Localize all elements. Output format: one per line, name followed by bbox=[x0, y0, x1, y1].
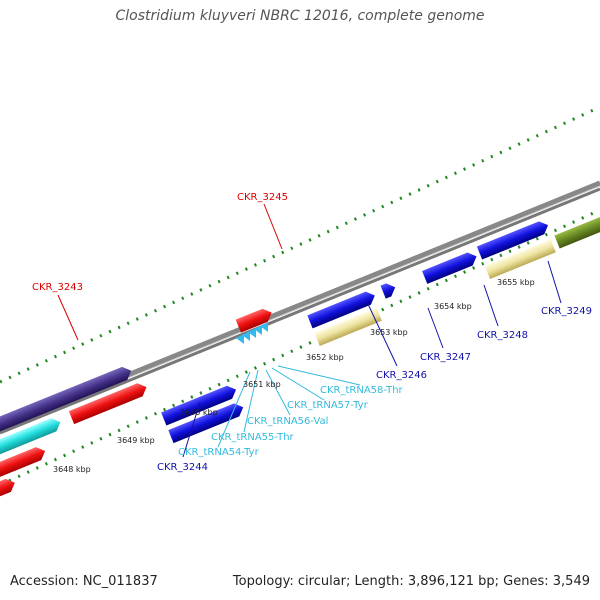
gene-blue-ckr3244b[interactable] bbox=[168, 401, 246, 444]
gene-blue-ckr3248[interactable] bbox=[422, 250, 479, 284]
accession-label: Accession: NC_011837 bbox=[10, 574, 158, 589]
gene-label-trna54[interactable]: CKR_tRNA54-Tyr bbox=[178, 447, 260, 458]
genome-backbone-inner bbox=[0, 187, 600, 435]
gene-label-trna57[interactable]: CKR_tRNA57-Tyr bbox=[287, 400, 369, 411]
gene-blue-ckr3246[interactable] bbox=[307, 289, 377, 329]
genome-summary: Topology: circular; Length: 3,896,121 bp… bbox=[232, 574, 590, 589]
inner-tick-track bbox=[0, 208, 600, 487]
ruler-label-3652: 3652 kbp bbox=[306, 353, 344, 362]
ruler-label-3655: 3655 kbp bbox=[497, 278, 535, 287]
gene-label-ckr3248[interactable]: CKR_3248 bbox=[477, 330, 528, 341]
gene-red-left-outer[interactable] bbox=[68, 381, 149, 425]
ruler-label-3654: 3654 kbp bbox=[434, 302, 472, 311]
ruler-label-3650: 3650 kbp bbox=[180, 408, 218, 417]
gene-cyan-left[interactable] bbox=[0, 416, 63, 494]
gene-red-ckr3245[interactable] bbox=[235, 306, 275, 333]
gene-label-trna55[interactable]: CKR_tRNA55-Thr bbox=[211, 432, 295, 443]
gene-red-left-inner-a[interactable] bbox=[0, 445, 48, 506]
gene-blue-ckr3249[interactable] bbox=[476, 219, 551, 260]
gene-label-ckr3249[interactable]: CKR_3249 bbox=[541, 306, 592, 317]
gene-label-ckr3243[interactable]: CKR_3243 bbox=[32, 282, 83, 293]
gene-label-ckr3244[interactable]: CKR_3244 bbox=[157, 462, 208, 473]
ruler-label-3648: 3648 kbp bbox=[53, 465, 91, 474]
outer-tick-track bbox=[0, 105, 600, 384]
gene-label-ckr3247[interactable]: CKR_3247 bbox=[420, 352, 471, 363]
gene-olive-right[interactable] bbox=[554, 212, 600, 249]
ruler-label-3653: 3653 kbp bbox=[370, 328, 408, 337]
gene-label-ckr3245[interactable]: CKR_3245 bbox=[237, 192, 288, 203]
ruler-label-3651: 3651 kbp bbox=[243, 380, 281, 389]
trna-cluster[interactable] bbox=[236, 322, 268, 344]
gene-label-trna58[interactable]: CKR_tRNA58-Thr bbox=[320, 385, 404, 396]
map-title: Clostridium kluyveri NBRC 12016, complet… bbox=[115, 8, 485, 24]
gene-purple-left[interactable] bbox=[0, 364, 134, 439]
ruler-label-3649: 3649 kbp bbox=[117, 436, 155, 445]
gene-khaki-3246[interactable] bbox=[314, 307, 382, 346]
gene-label-trna56[interactable]: CKR_tRNA56-Val bbox=[247, 416, 328, 427]
gene-blue-small[interactable] bbox=[380, 281, 398, 299]
gene-red-left-inner-b[interactable] bbox=[0, 476, 17, 530]
gene-label-ckr3246[interactable]: CKR_3246 bbox=[376, 370, 427, 381]
gene-khaki-3249[interactable] bbox=[484, 239, 556, 279]
